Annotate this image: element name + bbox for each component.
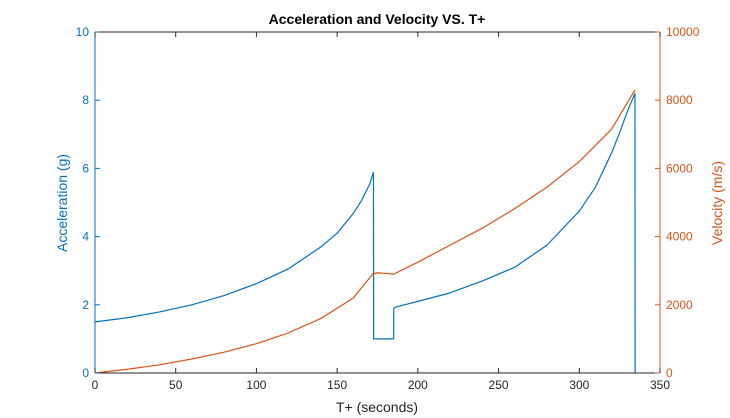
x-tick-label: 300 (569, 378, 589, 392)
y-right-tick-label: 8000 (666, 93, 693, 107)
y-left-tick-label: 10 (76, 25, 90, 39)
y-right-tick-label: 2000 (666, 298, 693, 312)
x-tick-label: 200 (408, 378, 428, 392)
y-left-tick-label: 2 (82, 298, 89, 312)
x-tick-label: 100 (246, 378, 266, 392)
x-axis-label: T+ (seconds) (336, 399, 418, 415)
axis-layer: 0 50 100 150 200 250 300 3500246810020004000600… (76, 25, 700, 392)
y-left-tick-label: 6 (82, 161, 89, 175)
y-right-tick-label: 6000 (666, 161, 693, 175)
y-right-tick-label: 0 (666, 366, 673, 380)
y-right-tick-label: 4000 (666, 230, 693, 244)
y-axis-right-label: Velocity (m/s) (709, 161, 725, 245)
acceleration-series-line (94, 92, 636, 374)
y-left-tick-label: 4 (82, 230, 89, 244)
x-tick-label: 250 (489, 378, 509, 392)
y-right-tick-label: 10000 (666, 25, 700, 39)
x-tick-label: 150 (327, 378, 347, 392)
y-axis-left-label: Acceleration (g) (54, 154, 70, 252)
y-left-tick-label: 8 (82, 93, 89, 107)
plot-layer (94, 89, 636, 374)
velocity-series-line (94, 89, 636, 374)
x-tick-label: 50 (169, 378, 183, 392)
chart-title: Acceleration and Velocity VS. T+ (269, 11, 486, 27)
x-tick-label: 350 (650, 378, 670, 392)
x-tick-label: 0 (92, 378, 99, 392)
y-left-tick-label: 0 (82, 366, 89, 380)
